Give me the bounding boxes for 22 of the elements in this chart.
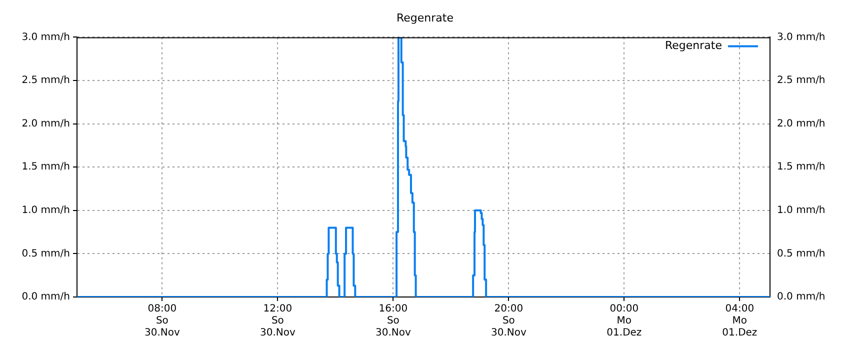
y2-tick-label: 2.0 mm/h [777, 118, 826, 130]
y-tick-label: 0.0 mm/h [22, 292, 70, 303]
x-tick-label: 04:00 Mo 01.Dez [722, 304, 758, 339]
y2-tick-label: 0.0 mm/h [777, 292, 826, 303]
x-tick-label: 08:00 So 30.Nov [144, 304, 180, 339]
y2-tick-label: 1.5 mm/h [777, 162, 826, 173]
y2-tick-label: 1.0 mm/h [777, 204, 826, 216]
x-tick-label: 16:00 So 30.Nov [375, 304, 411, 339]
y-tick-label: 0.5 mm/h [22, 248, 70, 260]
y2-tick-label: 2.5 mm/h [777, 75, 826, 86]
y-tick-label: 1.5 mm/h [22, 162, 70, 173]
y-tick-label: 3.0 mm/h [22, 32, 70, 43]
y2-tick-label: 3.0 mm/h [777, 32, 826, 43]
chart-title: Regenrate [396, 11, 454, 24]
y2-tick-label: 0.5 mm/h [777, 248, 826, 260]
y-tick-label: 2.5 mm/h [22, 75, 70, 86]
x-tick-label: 20:00 So 30.Nov [490, 304, 526, 339]
legend-label: Regenrate [665, 39, 722, 52]
y-tick-label: 1.0 mm/h [22, 204, 70, 216]
x-tick-label: 00:00 Mo 01.Dez [606, 304, 642, 339]
y-tick-label: 2.0 mm/h [22, 118, 70, 130]
x-tick-label: 12:00 So 30.Nov [260, 304, 296, 339]
